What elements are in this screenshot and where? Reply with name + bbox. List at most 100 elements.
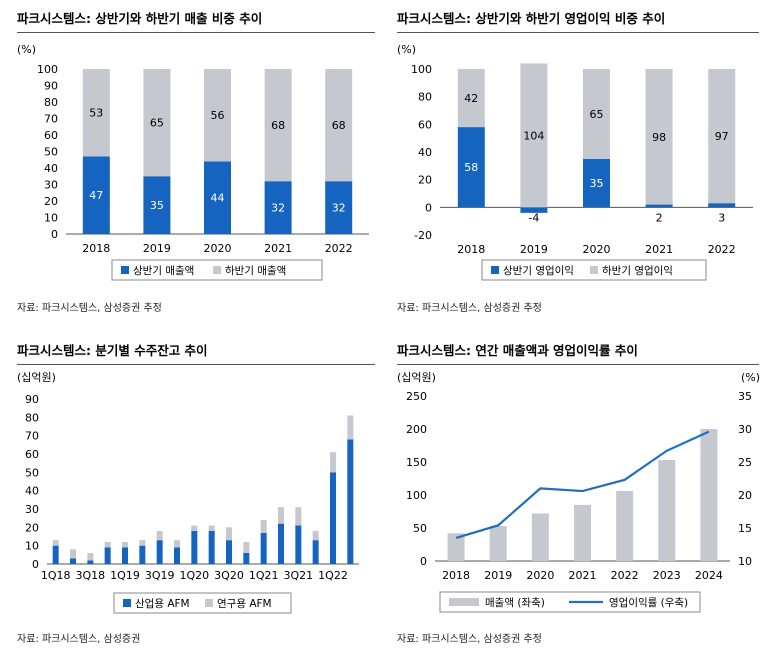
- y-tick-label: 0: [425, 201, 432, 214]
- bar-industrial: [52, 545, 59, 564]
- bar-research: [174, 540, 180, 548]
- title-rule: [17, 364, 375, 365]
- legend-label: 연구용 AFM: [217, 598, 272, 610]
- y-tick-label: 40: [25, 485, 39, 498]
- bar-first-half: [520, 207, 548, 213]
- y-tick-label: 70: [44, 113, 58, 126]
- line-op-margin: [455, 430, 710, 539]
- bar-second-half: [457, 69, 485, 128]
- x-tick-label: 2020: [204, 242, 232, 255]
- y-tick-label: 0: [32, 558, 39, 571]
- chart-panel-4: 파크시스템스: 연간 매출액과 영업이익률 추이 (십억원) (%) 0 50 100 1…: [397, 340, 762, 650]
- data-label: 32: [332, 202, 346, 215]
- bar-research: [87, 553, 94, 561]
- source-note: 자료: 파크시스템스, 삼성증권: [17, 634, 141, 645]
- y-tick-label: 100: [37, 63, 58, 76]
- chart-svg-1: (%) 0 10 20 30 40 50 60 70 80 90 100 47 53 2018 35 65 201…: [17, 43, 369, 281]
- bar-industrial: [278, 523, 284, 564]
- bar-revenue: [531, 513, 549, 561]
- y-tick-label-right: 10: [738, 555, 752, 568]
- bar-first-half: [457, 127, 485, 208]
- x-tick-label: 2022: [611, 569, 639, 582]
- data-label: 53: [89, 107, 103, 120]
- x-tick-label: 2021: [569, 569, 597, 582]
- data-label: 42: [464, 92, 478, 105]
- y-tick-label: 60: [418, 118, 432, 131]
- x-tick-label: 2018: [442, 569, 470, 582]
- data-label: 68: [271, 119, 285, 132]
- bar-second-half: [645, 69, 673, 205]
- x-tick-label: 2022: [325, 242, 353, 255]
- chart-panel-2: 파크시스템스: 상반기와 하반기 영업이익 비중 추이 (%) -20 0 20 40 6…: [397, 8, 762, 314]
- data-label: 35: [150, 199, 164, 212]
- y-tick-label: 80: [44, 96, 58, 109]
- x-tick-label: 2018: [457, 243, 485, 256]
- title-rule: [397, 364, 759, 365]
- legend-swatch: [121, 266, 129, 274]
- data-label: 68: [332, 119, 346, 132]
- y-tick-label: -20: [414, 229, 432, 242]
- bar-industrial: [208, 531, 215, 564]
- y-tick-label-left: 50: [413, 522, 427, 535]
- bar-second-half: [82, 69, 110, 157]
- y-tick-label: 90: [44, 80, 58, 93]
- bar-second-half: [708, 69, 736, 204]
- data-label: 32: [271, 202, 285, 215]
- x-tick-label: 2023: [653, 569, 681, 582]
- x-tick-label: 2019: [484, 569, 512, 582]
- y-tick-label: 20: [418, 174, 432, 187]
- bar-first-half: [264, 181, 292, 234]
- bar-industrial: [330, 472, 336, 564]
- y-tick-label-left: 0: [420, 555, 427, 568]
- bar-industrial: [312, 540, 319, 564]
- bar-first-half: [204, 161, 231, 234]
- bar-research: [156, 531, 163, 541]
- x-tick-label: 2018: [82, 242, 110, 255]
- bar-first-half: [645, 204, 673, 208]
- bar-revenue: [616, 491, 634, 561]
- y-tick-label: 50: [25, 466, 39, 479]
- chart-title: 파크시스템스: 분기별 수주잔고 추이: [17, 343, 208, 358]
- legend-swatch: [491, 266, 499, 274]
- legend-label: 하반기 영업이익: [602, 264, 673, 277]
- bar-second-half: [204, 69, 231, 162]
- y-tick-label: 0: [51, 228, 58, 241]
- y-tick-label: 90: [25, 393, 39, 406]
- chart-title: 파크시스템스: 상반기와 하반기 영업이익 비중 추이: [397, 11, 666, 26]
- source-note: 자료: 파크시스템스, 삼성증권 추정: [397, 303, 542, 314]
- x-tick-label: 2021: [645, 243, 673, 256]
- bar-industrial: [122, 547, 128, 564]
- bar-first-half: [325, 181, 353, 234]
- y-tick-label-left: 250: [406, 390, 427, 403]
- legend-box: [113, 592, 292, 614]
- bar-industrial: [191, 531, 198, 564]
- title-rule: [17, 32, 375, 33]
- legend-label: 영업이익률 (우축): [609, 596, 688, 609]
- x-tick-label: 3Q18: [76, 569, 106, 582]
- data-label: 98: [652, 131, 666, 144]
- data-label: 65: [590, 108, 604, 121]
- unit-label: (십억원): [17, 371, 56, 384]
- title-rule: [397, 32, 759, 33]
- x-tick-label: 2021: [264, 242, 292, 255]
- chart-svg-4: (십억원) (%) 0 50 100 150 200 250 10 15 20 25 30 35 2018 2…: [397, 371, 760, 613]
- y-tick-label: 10: [25, 540, 39, 553]
- y-tick-label: 40: [44, 162, 58, 175]
- data-label: 58: [464, 161, 478, 174]
- source-note: 자료: 파크시스템스, 삼성증권 추정: [397, 634, 542, 645]
- y-tick-label-right: 35: [738, 390, 752, 403]
- bar-industrial: [226, 540, 232, 564]
- data-label: 2: [656, 211, 663, 224]
- y-tick-label-right: 20: [738, 489, 752, 502]
- y-tick-label-left: 150: [406, 456, 427, 469]
- legend-label: 상반기 매출액: [133, 265, 194, 277]
- legend-label: 산업용 AFM: [135, 597, 190, 610]
- bar-industrial: [243, 553, 250, 564]
- bar-industrial: [295, 525, 302, 564]
- y-tick-label: 40: [418, 146, 432, 159]
- legend-swatch: [205, 599, 213, 607]
- bar-research: [347, 415, 354, 440]
- bar-second-half: [520, 63, 548, 208]
- x-tick-label: 2020: [526, 569, 554, 582]
- y-tick-label-left: 200: [406, 423, 427, 436]
